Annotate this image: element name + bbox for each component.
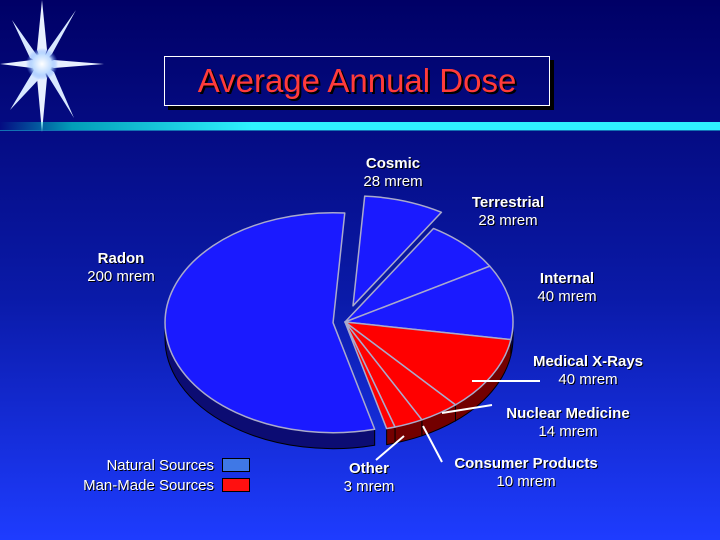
label-cosmic-name: Cosmic: [365, 155, 421, 172]
leader-nuclear-medicine: [441, 404, 493, 414]
slice-other: [344, 321, 396, 430]
label-radon-value: 200 mrem: [87, 268, 155, 285]
label-terrestrial-name: Terrestrial: [471, 194, 545, 211]
label-consumer-products-value: 10 mrem: [496, 473, 556, 490]
label-other-value: 3 mrem: [343, 478, 395, 495]
label-internal: Internal 40 mrem: [527, 270, 607, 306]
title-box: Average Annual Dose: [164, 56, 550, 106]
label-medical-xrays: Medical X-Rays 40 mrem: [513, 353, 663, 389]
label-terrestrial: Terrestrial 28 mrem: [458, 194, 558, 230]
pie-tops: [164, 195, 514, 434]
legend-label-manmade: Man-Made Sources: [83, 476, 214, 494]
label-cosmic-value: 28 mrem: [363, 173, 423, 190]
label-terrestrial-value: 28 mrem: [478, 212, 538, 229]
leader-consumer-products: [422, 425, 443, 463]
label-radon-name: Radon: [97, 250, 145, 267]
label-cosmic: Cosmic 28 mrem: [352, 155, 434, 191]
legend-swatch-manmade: [222, 478, 250, 492]
label-other: Other 3 mrem: [334, 460, 404, 496]
title-rule: [0, 122, 720, 130]
legend-label-natural: Natural Sources: [106, 456, 214, 474]
slice-internal: [344, 265, 514, 341]
slice-radon: [164, 211, 376, 434]
label-consumer-products: Consumer Products 10 mrem: [436, 455, 616, 491]
leader-other: [375, 435, 405, 461]
label-internal-value: 40 mrem: [537, 288, 597, 305]
legend-item-natural: Natural Sources: [40, 455, 250, 475]
slice-side-other: [386, 426, 396, 446]
slice-cosmic: [352, 195, 443, 307]
label-medical-xrays-value: 40 mrem: [558, 371, 618, 388]
slice-medical-x-rays: [344, 321, 512, 406]
starburst-icon: [0, 0, 104, 132]
legend-item-manmade: Man-Made Sources: [40, 475, 250, 495]
chart-title: Average Annual Dose: [197, 62, 517, 99]
legend-swatch-natural: [222, 458, 250, 472]
label-internal-name: Internal: [539, 270, 595, 287]
label-nuclear-medicine-name: Nuclear Medicine: [506, 405, 630, 422]
label-radon: Radon 200 mrem: [76, 250, 166, 286]
label-consumer-products-name: Consumer Products: [454, 455, 598, 472]
label-nuclear-medicine-value: 14 mrem: [538, 423, 598, 440]
leader-lines: [375, 380, 540, 463]
label-other-name: Other: [348, 460, 389, 477]
title-rule-line: [0, 130, 720, 131]
label-nuclear-medicine: Nuclear Medicine 14 mrem: [488, 405, 648, 441]
label-medical-xrays-name: Medical X-Rays: [532, 353, 644, 370]
legend: Natural Sources Man-Made Sources: [40, 455, 250, 495]
